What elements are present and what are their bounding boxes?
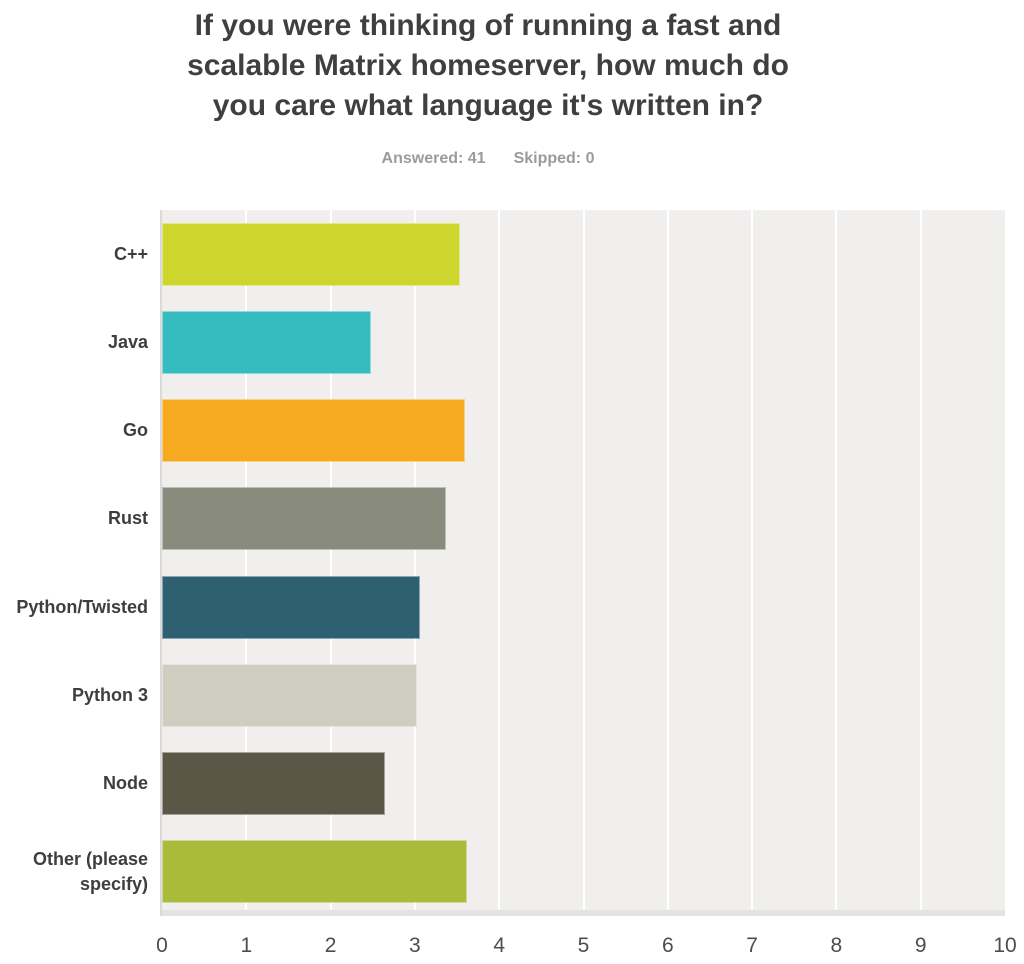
category-label: Node xyxy=(103,773,148,794)
gridline xyxy=(835,210,838,916)
gridline xyxy=(329,210,332,916)
x-tick-label: 4 xyxy=(493,934,506,957)
gridline xyxy=(413,210,416,916)
bar-row xyxy=(162,298,1005,386)
category-label: Go xyxy=(123,420,148,441)
category-label: C++ xyxy=(113,243,148,264)
bar-node xyxy=(162,752,386,816)
bar-python-twisted xyxy=(162,575,420,639)
bar-row xyxy=(162,210,1005,298)
bar-row xyxy=(162,387,1005,475)
x-axis-line xyxy=(162,910,1005,916)
chart-title-line-1: If you were thinking of running a fast a… xyxy=(194,9,782,42)
gridline xyxy=(582,210,585,916)
x-tick-label: 5 xyxy=(577,934,590,957)
category-label: Java xyxy=(107,331,148,352)
bar-row xyxy=(162,475,1005,563)
bar-java xyxy=(162,310,372,374)
bar-rust xyxy=(162,487,447,551)
x-tick-label: 2 xyxy=(324,934,337,957)
gridline xyxy=(751,210,754,916)
gridline xyxy=(498,210,501,916)
bar-row xyxy=(162,828,1005,916)
category-label: Rust xyxy=(108,508,148,529)
answered-count: Answered: 41 xyxy=(381,150,486,167)
category-axis-labels: C++ Java Go Rust Python/Twisted Python 3 Node O… xyxy=(0,210,148,916)
bar-row xyxy=(162,563,1005,651)
x-axis-tick-labels: 0 1 2 3 4 5 6 7 8 9 10 xyxy=(156,934,1017,960)
category-label: Other (please specify) xyxy=(32,848,148,894)
skipped-count: Skipped: 0 xyxy=(513,150,595,167)
gridline xyxy=(666,210,669,916)
bar-series xyxy=(162,210,1005,916)
category-label: Python/Twisted xyxy=(16,596,148,617)
chart-title-line-3: you care what language it's written in? xyxy=(212,89,764,122)
x-tick-label: 10 xyxy=(993,934,1017,957)
bar-c xyxy=(162,222,461,286)
gridline xyxy=(919,210,922,916)
x-tick-label: 7 xyxy=(746,934,758,957)
x-tick-label: 0 xyxy=(156,934,168,957)
x-tick-label: 9 xyxy=(914,934,927,957)
x-tick-label: 1 xyxy=(240,934,253,957)
bar-go xyxy=(162,399,466,463)
bar-row xyxy=(162,651,1005,739)
category-label: Python 3 xyxy=(71,684,148,705)
chart-title-line-2: scalable Matrix homeserver, how much do xyxy=(187,49,789,82)
bar-row xyxy=(162,740,1005,828)
response-stats: Answered: 41 Skipped: 0 xyxy=(0,150,976,168)
bar-python-3 xyxy=(162,663,417,727)
bar-other-please-specify xyxy=(162,840,468,904)
gridline xyxy=(245,210,248,916)
x-tick-label: 8 xyxy=(830,934,843,957)
plot-area xyxy=(160,210,1005,916)
chart-title: If you were thinking of running a fast a… xyxy=(0,6,976,126)
x-tick-label: 3 xyxy=(409,934,421,957)
x-tick-label: 6 xyxy=(661,934,674,957)
